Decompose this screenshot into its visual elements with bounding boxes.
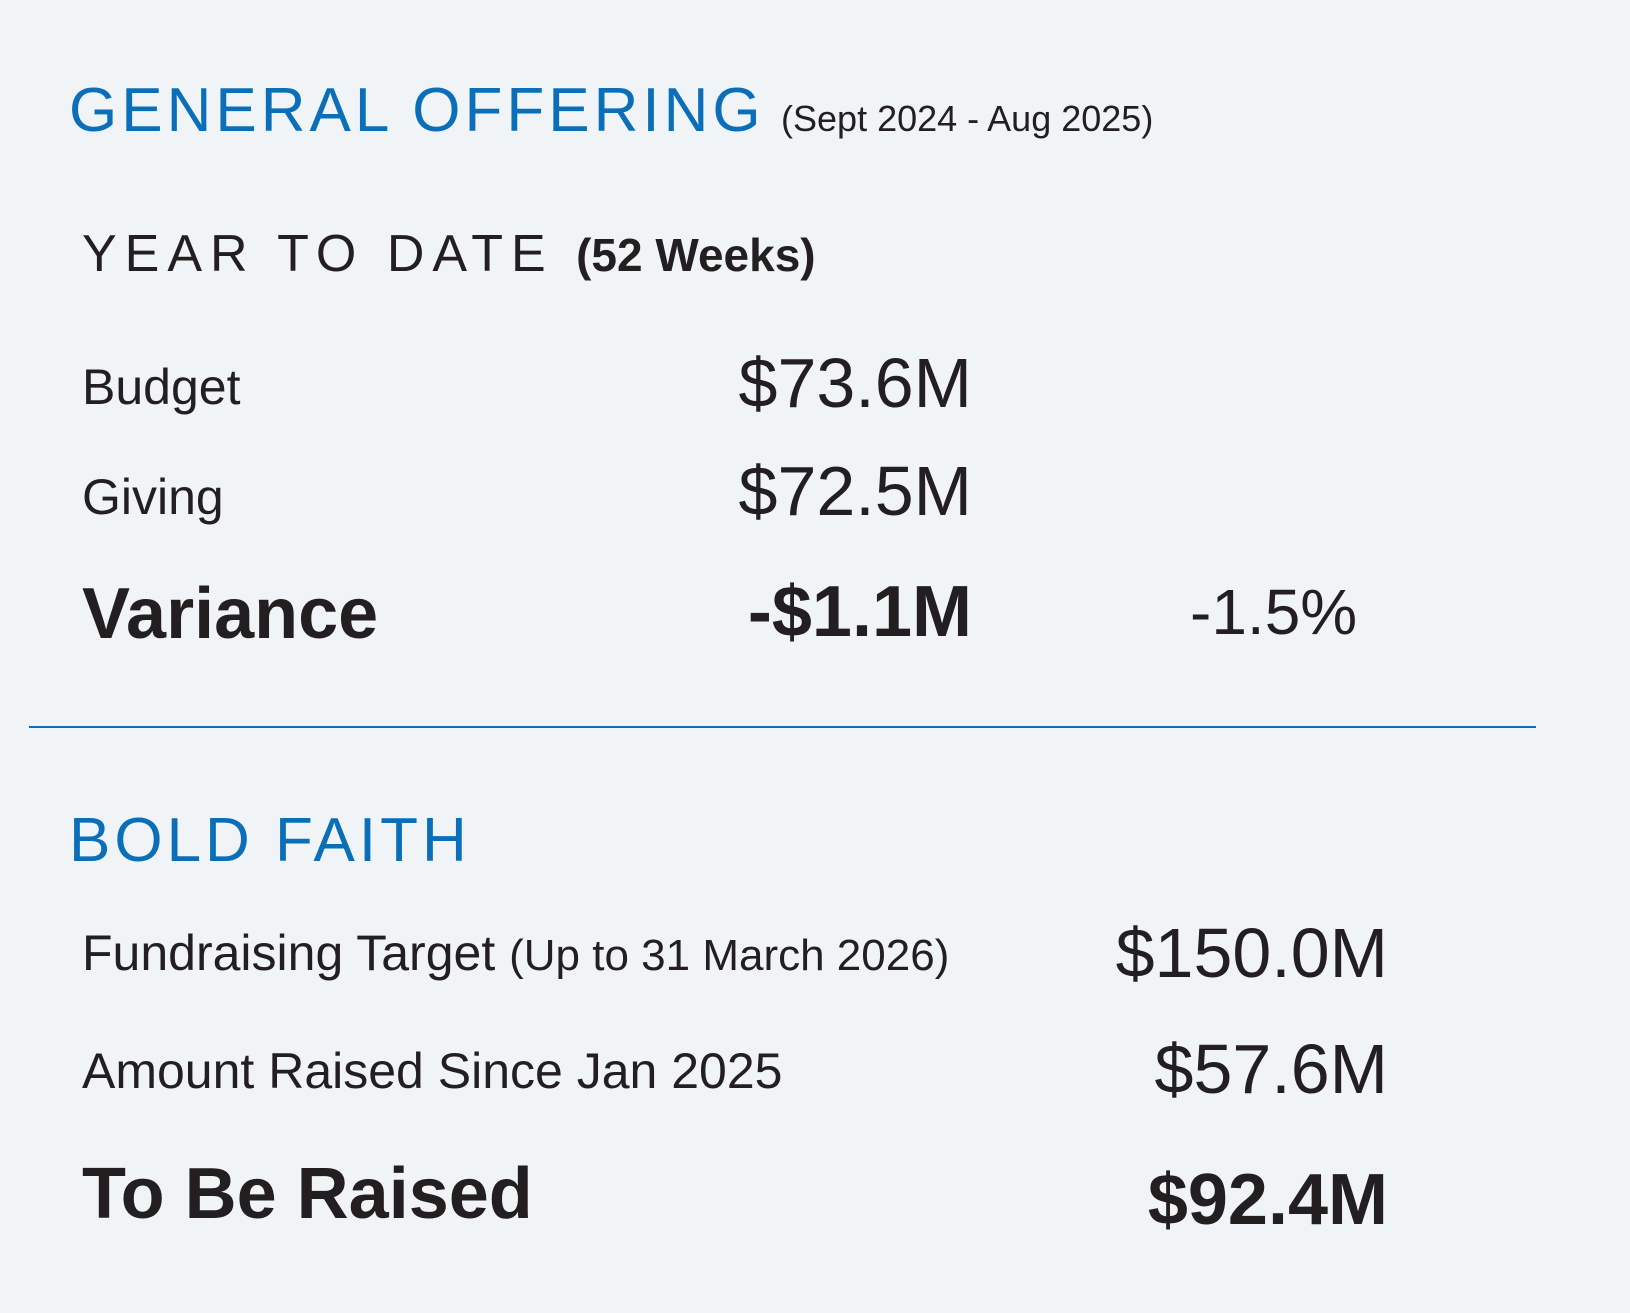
giving-label: Giving: [82, 469, 224, 525]
fundraising-target-note: (Up to 31 March 2026): [509, 931, 950, 980]
amount-raised-value: $57.6M: [1154, 1030, 1388, 1108]
variance-label: Variance: [82, 574, 379, 654]
general-offering-header: GENERAL OFFERING (Sept 2024 - Aug 2025): [69, 80, 1153, 142]
bold-faith-title: BOLD FAITH: [69, 806, 471, 875]
budget-value: $73.6M: [738, 344, 972, 422]
amount-raised-label: Amount Raised Since Jan 2025: [82, 1043, 783, 1099]
budget-label: Budget: [82, 359, 241, 415]
to-be-raised-value: $92.4M: [1147, 1160, 1388, 1240]
variance-value: -$1.1M: [747, 572, 972, 652]
variance-percent: -1.5%: [1190, 576, 1358, 648]
fundraising-target-label: Fundraising Target: [82, 925, 496, 981]
general-offering-title: GENERAL OFFERING: [69, 76, 765, 145]
section-divider: [29, 726, 1536, 728]
to-be-raised-label: To Be Raised: [82, 1154, 533, 1234]
general-offering-period: (Sept 2024 - Aug 2025): [781, 98, 1154, 139]
giving-value: $72.5M: [738, 452, 972, 530]
fundraising-target-row: Fundraising Target (Up to 31 March 2026): [82, 928, 949, 978]
ytd-weeks: (52 Weeks): [576, 229, 816, 281]
ytd-header: YEAR TO DATE (52 Weeks): [82, 228, 816, 280]
ytd-label: YEAR TO DATE: [82, 225, 554, 283]
fundraising-target-value: $150.0M: [1115, 914, 1388, 992]
